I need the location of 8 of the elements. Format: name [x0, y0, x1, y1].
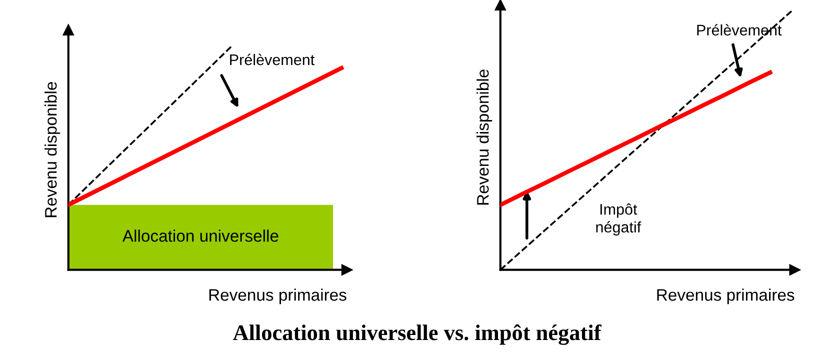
text: Allocation universelle vs. impôt négatif	[232, 324, 602, 345]
annotation: Prélèvement	[230, 54, 315, 66]
x-axis-title: Revenus primaires	[657, 288, 794, 304]
y-axis-title: Revenu disponible	[44, 82, 60, 218]
band-label: Allocation universelle	[122, 230, 278, 242]
annotation: Impôt négatif	[596, 203, 642, 236]
y-axis-title: Revenu disponible	[476, 70, 492, 205]
x-axis-title: Revenus primaires	[209, 288, 346, 304]
